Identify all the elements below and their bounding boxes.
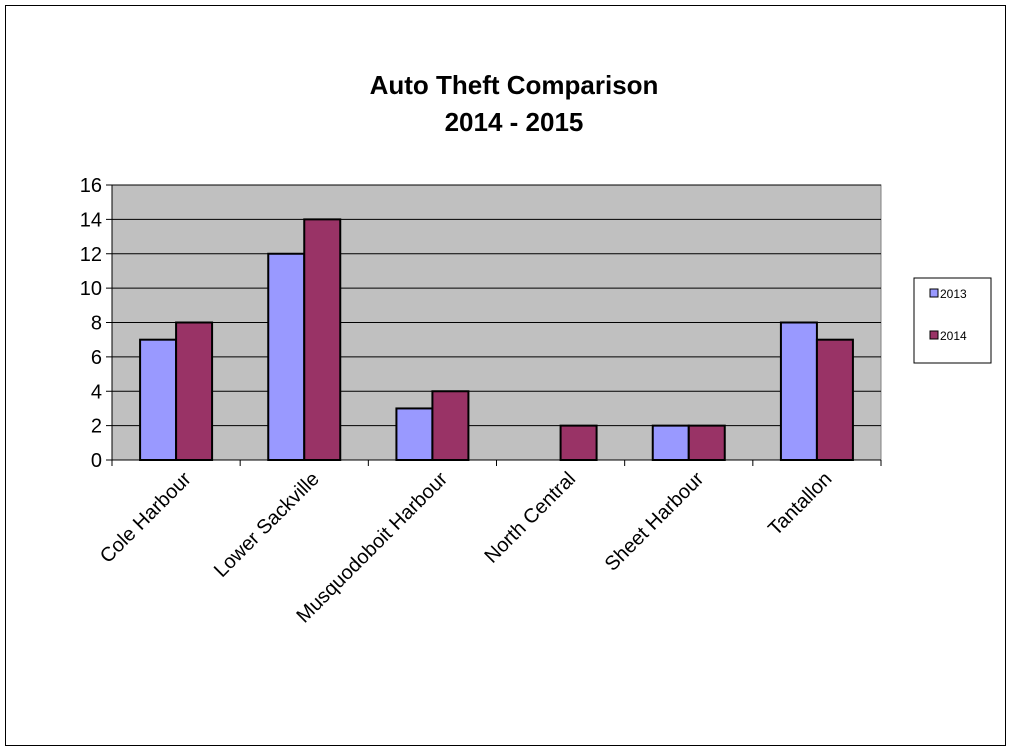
bars xyxy=(139,218,854,461)
x-axis: Cole Harbour Lower SackvilleMusquodoboit … xyxy=(96,459,882,628)
y-tick-label: 6 xyxy=(91,347,102,369)
y-axis: 0 2 4 6 8 10 12 14 16 xyxy=(80,175,113,472)
x-category-label: Lower Sackville xyxy=(210,468,324,582)
legend-box xyxy=(913,277,992,364)
bar-2014-1 xyxy=(303,218,342,461)
bar-2013-5 xyxy=(779,321,818,461)
y-tick-label: 8 xyxy=(91,313,102,335)
x-category-label: North Central xyxy=(480,468,580,568)
bar-2014-4 xyxy=(687,424,726,461)
x-category-label: Cole Harbour xyxy=(96,468,196,568)
y-tick-label: 0 xyxy=(91,450,102,472)
y-tick-label: 4 xyxy=(91,381,102,403)
legend-label-2013: 2013 xyxy=(940,287,967,301)
bar-2013-1 xyxy=(267,252,306,461)
x-category-label: Sheet Harbour xyxy=(601,468,709,576)
chart-title-line-1: Auto Theft Comparison xyxy=(370,70,659,100)
y-tick-label: 12 xyxy=(80,244,102,266)
bar-2014-0 xyxy=(175,321,214,461)
gridlines xyxy=(112,184,881,427)
legend-swatch-2014 xyxy=(929,330,939,340)
y-tick-label: 2 xyxy=(91,416,102,438)
chart-title-line-2: 2014 - 2015 xyxy=(445,107,584,137)
x-category-label: Tantallon xyxy=(764,468,836,540)
legend: 2013 2014 xyxy=(913,277,992,364)
legend-swatch-2013 xyxy=(929,288,939,298)
y-tick-label: 16 xyxy=(80,175,102,197)
bar-2014-2 xyxy=(431,390,470,461)
bar-2014-3 xyxy=(559,424,598,461)
y-tick-label: 10 xyxy=(80,278,102,300)
bar-2013-0 xyxy=(139,338,178,461)
x-category-label: Musquodoboit Harbour xyxy=(293,468,453,628)
y-tick-label: 14 xyxy=(80,209,102,231)
bar-2013-2 xyxy=(395,407,434,461)
bar-2013-4 xyxy=(651,424,690,461)
bar-2014-5 xyxy=(815,338,854,461)
legend-label-2014: 2014 xyxy=(940,329,967,343)
